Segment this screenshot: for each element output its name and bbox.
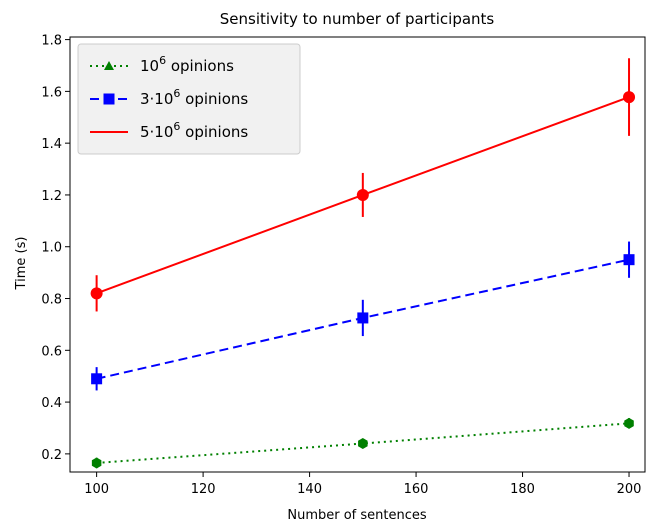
data-point xyxy=(357,312,369,324)
legend-entry: 106 opinions xyxy=(90,54,234,75)
y-tick-label: 0.8 xyxy=(41,293,62,308)
data-point xyxy=(91,457,102,469)
legend-entry: 5·106 opinions xyxy=(90,120,248,141)
y-tick-label: 0.6 xyxy=(41,344,62,359)
axes-frame xyxy=(69,36,646,473)
y-tick-label: 1.4 xyxy=(41,137,62,152)
legend-marker xyxy=(103,93,115,105)
y-tick-label: 1.8 xyxy=(41,34,62,49)
series-2 xyxy=(90,58,636,312)
y-tick-label: 0.2 xyxy=(41,448,62,463)
y-tick-label: 0.4 xyxy=(41,396,62,411)
data-point xyxy=(623,91,636,104)
legend-label: 5·106 opinions xyxy=(140,120,248,141)
legend-box xyxy=(77,43,301,155)
x-axis-title: Number of sentences xyxy=(287,508,427,523)
x-tick-label: 200 xyxy=(617,482,642,497)
legend-marker xyxy=(104,61,114,70)
series-1 xyxy=(91,241,635,391)
y-axis-title: Time (s) xyxy=(14,237,29,291)
y-tick-label: 1.2 xyxy=(41,189,62,204)
legend: 106 opinions 3·106 opinions 5·106 opinions xyxy=(77,43,301,155)
data-point xyxy=(90,287,103,300)
y-tick-label: 1.6 xyxy=(41,85,62,100)
series-line xyxy=(96,422,630,464)
legend-label: 106 opinions xyxy=(140,54,234,75)
plot-area: 100 120 140 160 180 200 0.2 0.4 0.6 0.8 1.0 1.2 1.4 1… xyxy=(41,34,646,497)
data-point xyxy=(624,417,634,429)
data-point xyxy=(356,188,369,201)
data-point xyxy=(623,254,635,266)
x-tick-label: 180 xyxy=(510,482,535,497)
series-0 xyxy=(91,417,634,469)
legend-label: 3·106 opinions xyxy=(140,87,248,108)
y-tick-label: 1.0 xyxy=(41,241,62,256)
x-tick-label: 120 xyxy=(191,482,216,497)
chart-title: Sensitivity to number of participants xyxy=(220,10,495,28)
legend-entry: 3·106 opinions xyxy=(90,87,248,108)
x-tick-label: 100 xyxy=(84,482,109,497)
x-tick-label: 160 xyxy=(404,482,429,497)
data-point xyxy=(91,373,103,385)
x-tick-label: 140 xyxy=(297,482,322,497)
data-point xyxy=(358,438,368,450)
